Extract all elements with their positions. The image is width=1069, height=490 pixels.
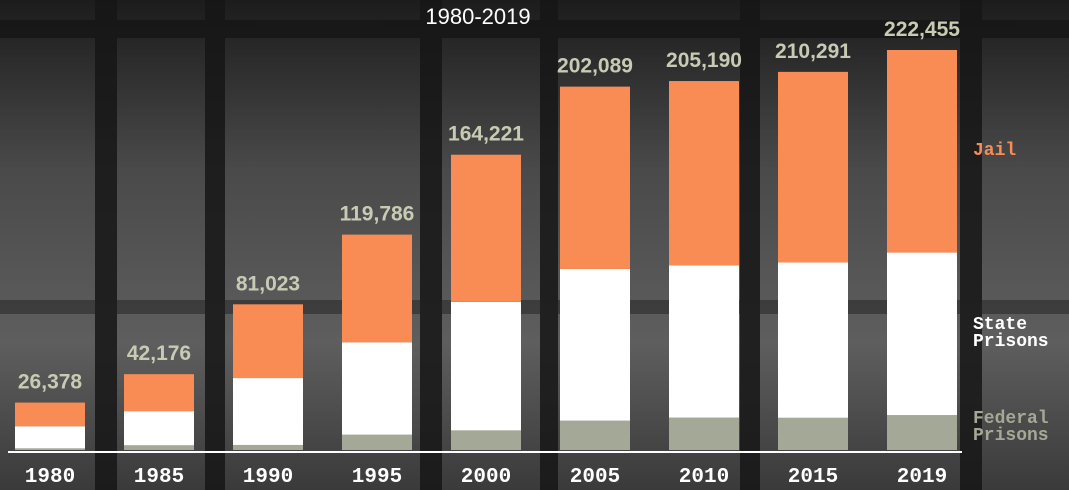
bar-segment xyxy=(669,417,739,450)
bar-segment xyxy=(233,304,303,379)
legend-entry: State Prisons xyxy=(973,314,1049,352)
x-tick-label: 1980 xyxy=(25,466,75,489)
total-label: 222,455 xyxy=(884,18,960,41)
x-tick-label: 2019 xyxy=(897,466,947,489)
chart-title: 1980-2019 xyxy=(425,4,530,29)
bar-segment xyxy=(669,81,739,266)
x-tick-label: 1985 xyxy=(134,466,184,489)
x-tick-label: 1995 xyxy=(352,466,402,489)
bar-segment xyxy=(124,445,194,450)
total-label: 205,190 xyxy=(666,49,742,72)
bar-segment xyxy=(15,426,85,449)
bar-segment xyxy=(560,420,630,450)
bar-segment xyxy=(887,415,957,450)
bar-segment xyxy=(669,265,739,418)
bar-segment xyxy=(342,234,412,343)
total-label: 210,291 xyxy=(775,40,851,63)
bar-segment xyxy=(451,430,521,450)
bar-segment xyxy=(233,378,303,445)
bar-segment xyxy=(124,374,194,412)
x-tick-label: 2010 xyxy=(679,466,729,489)
total-label: 202,089 xyxy=(557,55,633,78)
total-label: 81,023 xyxy=(236,272,300,295)
legend-entry: Jail xyxy=(973,140,1017,161)
x-tick-label: 1990 xyxy=(243,466,293,489)
legend-entry: Federal Prisons xyxy=(973,408,1049,446)
bar-segment xyxy=(451,154,521,302)
bar-segment xyxy=(451,301,521,431)
bar-segment xyxy=(342,342,412,435)
x-tick-label: 2005 xyxy=(570,466,620,489)
bar-segment xyxy=(15,402,85,427)
bar-segment xyxy=(887,50,957,253)
bar-segment xyxy=(560,268,630,421)
total-label: 119,786 xyxy=(340,203,415,226)
bar-segment xyxy=(778,262,848,418)
bar-segment xyxy=(778,71,848,263)
bar-segment xyxy=(887,252,957,416)
bar-segment xyxy=(233,444,303,450)
x-tick-label: 2015 xyxy=(788,466,838,489)
x-tick-label: 2000 xyxy=(461,466,511,489)
total-label: 164,221 xyxy=(448,123,524,146)
bar-segment xyxy=(778,417,848,450)
bar-segment xyxy=(560,86,630,269)
total-label: 42,176 xyxy=(127,342,191,365)
bar-segment xyxy=(342,434,412,450)
total-label: 26,378 xyxy=(18,371,83,394)
bar-segment xyxy=(15,448,85,450)
bar-segment xyxy=(124,411,194,446)
